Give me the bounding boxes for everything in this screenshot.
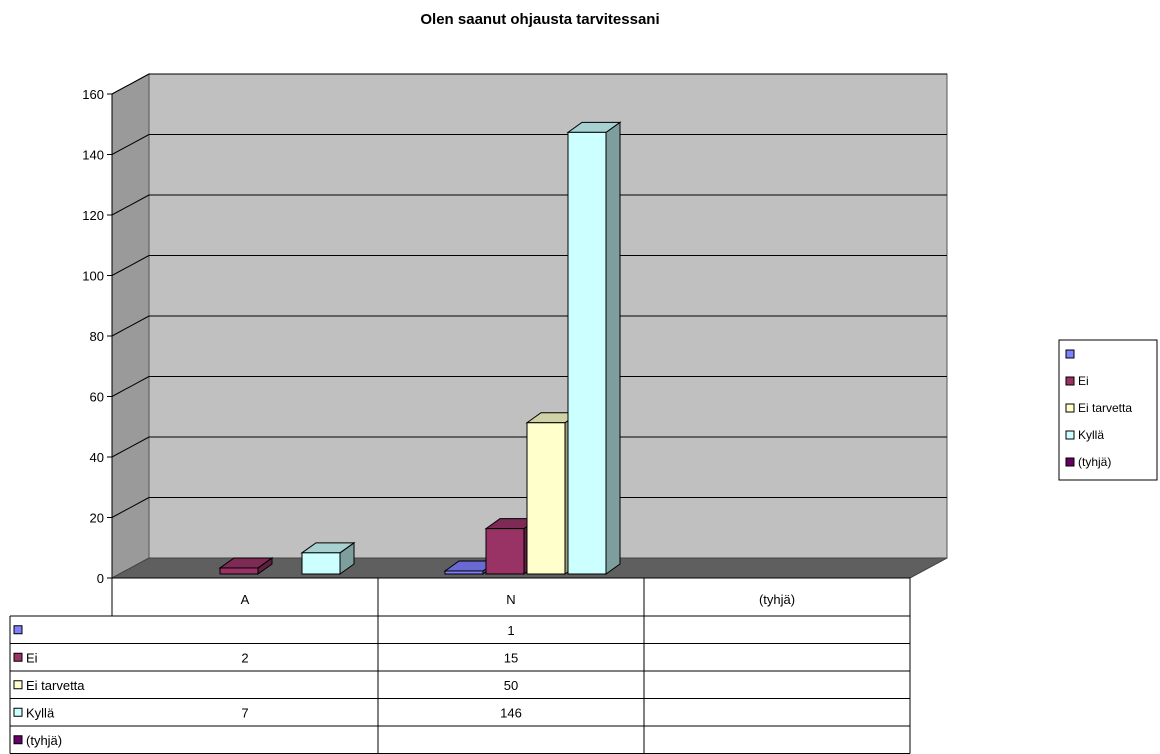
legend-swatch (1065, 349, 1075, 359)
table-value: 15 (504, 650, 518, 665)
table-series-swatch (13, 707, 23, 717)
bar-front (485, 528, 525, 575)
table-series-swatch (13, 735, 23, 745)
table-value: 50 (504, 678, 518, 693)
table-series-name: Ei (26, 650, 38, 665)
gridline-side (111, 73, 150, 95)
category-label: (tyhjä) (759, 592, 795, 607)
y-tick-label: 20 (90, 511, 104, 526)
table-series-name: (tyhjä) (26, 733, 62, 748)
y-tick-label: 80 (90, 329, 104, 344)
y-tick-label: 60 (90, 390, 104, 405)
bar-side (605, 121, 621, 575)
y-tick-label: 140 (82, 148, 104, 163)
legend-label: Kyllä (1078, 428, 1104, 442)
bar (300, 541, 356, 575)
legend-swatch (1065, 403, 1075, 413)
y-tick-label: 40 (90, 450, 104, 465)
plot-area: 0 20 40 60 80 100 120 140 160 (82, 73, 948, 586)
bar-front (444, 570, 484, 575)
y-tick-label: 0 (97, 571, 104, 586)
gridline-side (111, 134, 150, 155)
chart-title: Olen saanut ohjausta tarvitessani (420, 11, 659, 28)
y-tick-label: 100 (82, 269, 104, 284)
table-value: 2 (241, 650, 248, 665)
bar-front (219, 567, 259, 575)
category-label: N (506, 592, 515, 607)
y-tick-label: 160 (82, 87, 104, 102)
data-table: A N (tyhjä) 1 Ei 2 15 Ei tarvetta 50 Kyllä 7 146 (ty… (9, 577, 911, 754)
bar-front (526, 422, 566, 575)
legend: Ei Ei tarvetta Kyllä (tyhjä) (1058, 339, 1158, 481)
table-value: 1 (507, 623, 514, 638)
table-value: 7 (241, 705, 248, 720)
table-series-name: Kyllä (26, 705, 55, 720)
bar-front (301, 552, 341, 575)
gridline-side (111, 376, 150, 397)
category-label: A (241, 592, 250, 607)
legend-label: Ei (1078, 374, 1089, 388)
bar (566, 121, 622, 575)
y-tick-label: 120 (82, 208, 104, 223)
table-series-name: Ei tarvetta (26, 678, 85, 693)
table-series-swatch (13, 680, 23, 690)
gridline-side (111, 497, 150, 518)
legend-swatch (1065, 376, 1075, 386)
bar-front (567, 131, 607, 575)
legend-box (1058, 339, 1158, 481)
legend-label: Ei tarvetta (1078, 401, 1132, 415)
legend-label: (tyhjä) (1078, 455, 1111, 469)
bar (218, 556, 274, 575)
gridline-side (111, 255, 150, 276)
table-series-swatch (13, 625, 23, 635)
table-value: 146 (500, 705, 522, 720)
table-series-swatch (13, 652, 23, 662)
gridline-side (111, 194, 150, 216)
legend-swatch (1065, 430, 1075, 440)
gridline-side (111, 315, 150, 337)
gridline-side (111, 436, 150, 458)
legend-swatch (1065, 457, 1075, 467)
